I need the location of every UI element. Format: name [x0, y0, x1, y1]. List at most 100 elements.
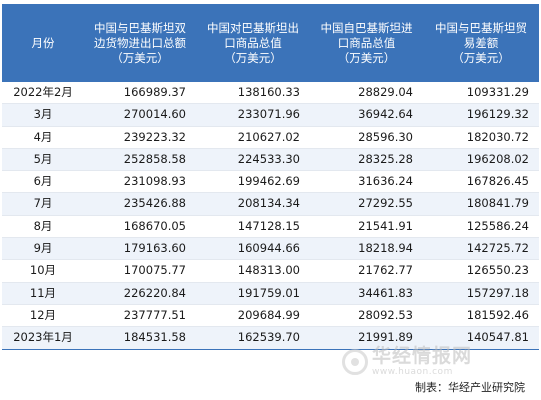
cell-balance: 109331.29: [423, 82, 539, 105]
table-row: 9月 179163.60 160944.66 18218.94 142725.7…: [2, 237, 539, 261]
header-line: （万美元）: [452, 50, 510, 65]
watermark: 华经情报网 www.huaon.com: [342, 345, 472, 378]
cell-balance: 167826.45: [423, 170, 539, 194]
cell-export: 191759.01: [196, 282, 310, 305]
cell-total: 270014.60: [84, 103, 196, 127]
header-export: 中国对巴基斯坦出 口商品总值 （万美元）: [196, 4, 310, 82]
trade-table: 月份 中国与巴基斯坦双 边货物进出口总额 （万美元） 中国对巴基斯坦出 口商品总…: [2, 4, 539, 350]
cell-month: 3月: [2, 103, 84, 127]
cell-balance: 157297.18: [423, 282, 539, 305]
cell-balance: 181592.46: [423, 304, 539, 328]
cell-total: 226220.84: [84, 282, 196, 305]
table-row: 6月 231098.93 199462.69 31636.24 167826.4…: [2, 170, 539, 194]
table-row: 4月 239223.32 210627.02 28596.30 182030.7…: [2, 126, 539, 149]
cell-import: 31636.24: [310, 170, 423, 194]
table-row: 11月 226220.84 191759.01 34461.83 157297.…: [2, 282, 539, 305]
header-balance: 中国与巴基斯坦贸 易差额 （万美元）: [423, 4, 539, 82]
cell-export: 209684.99: [196, 304, 310, 328]
cell-balance: 180841.79: [423, 192, 539, 216]
table-row: 7月 235426.88 208134.34 27292.55 180841.7…: [2, 192, 539, 216]
cell-total: 184531.58: [84, 326, 196, 350]
table-body: 2022年2月 166989.37 138160.33 28829.04 109…: [2, 82, 539, 350]
source-note: 制表：华经产业研究院: [415, 381, 525, 394]
cell-month: 2022年2月: [2, 82, 84, 105]
cell-month: 12月: [2, 304, 84, 328]
header-line: 口商品总值: [224, 35, 282, 50]
table-row: 8月 168670.05 147128.15 21541.91 125586.2…: [2, 215, 539, 239]
cell-total: 231098.93: [84, 170, 196, 194]
cell-export: 208134.34: [196, 192, 310, 216]
cell-balance: 196129.32: [423, 103, 539, 127]
header-line: （万美元）: [337, 50, 396, 65]
watermark-title: 华经情报网: [372, 345, 473, 367]
cell-balance: 196208.02: [423, 148, 539, 172]
cell-export: 162539.70: [196, 326, 310, 350]
header-line: 易差额: [463, 35, 499, 50]
cell-export: 160944.66: [196, 237, 310, 261]
cell-total: 166989.37: [84, 82, 196, 105]
table-row: 12月 237777.51 209684.99 28092.53 181592.…: [2, 304, 539, 328]
cell-total: 239223.32: [84, 126, 196, 149]
header-line: 月份: [31, 35, 55, 50]
cell-export: 138160.33: [196, 82, 310, 105]
cell-month: 8月: [2, 215, 84, 239]
cell-month: 9月: [2, 237, 84, 261]
header-line: 中国自巴基斯坦进: [320, 20, 413, 35]
header-total-trade: 中国与巴基斯坦双 边货物进出口总额 （万美元）: [84, 4, 196, 82]
header-import: 中国自巴基斯坦进 口商品总值 （万美元）: [310, 4, 423, 82]
cell-import: 34461.83: [310, 282, 423, 305]
cell-month: 5月: [2, 148, 84, 172]
header-line: 中国与巴基斯坦贸: [435, 20, 527, 35]
cell-month: 6月: [2, 170, 84, 194]
table-row: 10月 170075.77 148313.00 21762.77 126550.…: [2, 259, 539, 283]
cell-import: 18218.94: [310, 237, 423, 261]
header-line: 中国与巴基斯坦双: [94, 20, 186, 35]
cell-balance: 182030.72: [423, 126, 539, 149]
cell-total: 168670.05: [84, 215, 196, 239]
cell-import: 28325.28: [310, 148, 423, 172]
cell-month: 2023年1月: [2, 326, 84, 350]
cell-total: 237777.51: [84, 304, 196, 328]
cell-balance: 140547.81: [423, 326, 539, 350]
cell-balance: 142725.72: [423, 237, 539, 261]
table-row: 2022年2月 166989.37 138160.33 28829.04 109…: [2, 82, 539, 105]
cell-export: 148313.00: [196, 259, 310, 283]
header-line: 中国对巴基斯坦出: [207, 20, 299, 35]
table-row: 3月 270014.60 233071.96 36942.64 196129.3…: [2, 103, 539, 127]
cell-total: 252858.58: [84, 148, 196, 172]
cell-export: 210627.02: [196, 126, 310, 149]
cell-import: 27292.55: [310, 192, 423, 216]
cell-export: 147128.15: [196, 215, 310, 239]
cell-balance: 126550.23: [423, 259, 539, 283]
header-line: （万美元）: [224, 50, 282, 65]
cell-month: 4月: [2, 126, 84, 149]
cell-export: 224533.30: [196, 148, 310, 172]
header-line: 边货物进出口总额: [94, 35, 186, 50]
cell-balance: 125586.24: [423, 215, 539, 239]
watermark-url: www.huaon.com: [372, 367, 453, 377]
header-row: 月份 中国与巴基斯坦双 边货物进出口总额 （万美元） 中国对巴基斯坦出 口商品总…: [2, 4, 539, 82]
cell-export: 233071.96: [196, 103, 310, 127]
cell-import: 21762.77: [310, 259, 423, 283]
cell-export: 199462.69: [196, 170, 310, 194]
cell-import: 28092.53: [310, 304, 423, 328]
cell-import: 21541.91: [310, 215, 423, 239]
cell-import: 36942.64: [310, 103, 423, 127]
table-row: 5月 252858.58 224533.30 28325.28 196208.0…: [2, 148, 539, 172]
table-row: 2023年1月 184531.58 162539.70 21991.89 140…: [2, 326, 539, 350]
table-header: 月份 中国与巴基斯坦双 边货物进出口总额 （万美元） 中国对巴基斯坦出 口商品总…: [2, 4, 539, 82]
cell-total: 179163.60: [84, 237, 196, 261]
watermark-logo-icon: [342, 348, 368, 375]
header-month: 月份: [2, 4, 84, 82]
cell-import: 21991.89: [310, 326, 423, 350]
cell-month: 7月: [2, 192, 84, 216]
cell-month: 10月: [2, 259, 84, 283]
cell-total: 170075.77: [84, 259, 196, 283]
cell-import: 28829.04: [310, 82, 423, 105]
cell-total: 235426.88: [84, 192, 196, 216]
cell-import: 28596.30: [310, 126, 423, 149]
header-line: （万美元）: [111, 50, 169, 65]
header-line: 口商品总值: [337, 35, 396, 50]
cell-month: 11月: [2, 282, 84, 305]
